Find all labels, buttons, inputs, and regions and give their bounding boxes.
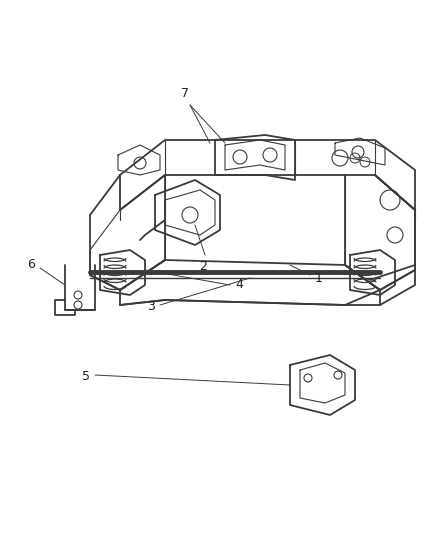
Text: 1: 1 (315, 271, 323, 285)
Text: 3: 3 (147, 301, 155, 313)
Text: 5: 5 (82, 369, 90, 383)
Text: 2: 2 (199, 260, 207, 273)
Text: 6: 6 (27, 259, 35, 271)
Text: 7: 7 (181, 87, 189, 100)
Text: 4: 4 (235, 279, 243, 292)
